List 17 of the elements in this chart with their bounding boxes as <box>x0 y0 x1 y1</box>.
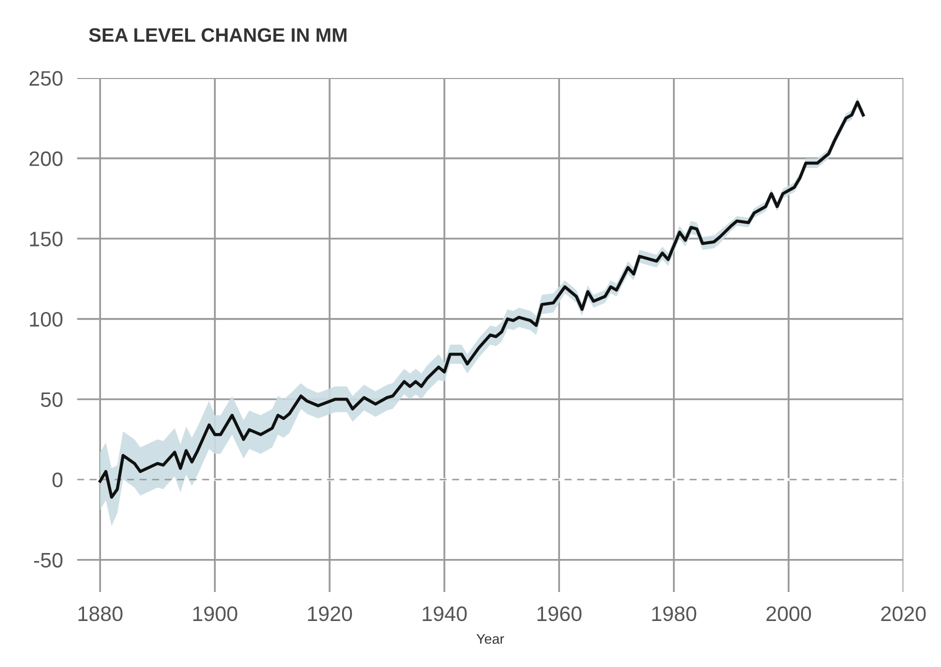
x-tick-label: 2000 <box>766 606 811 622</box>
x-tick-label: 1880 <box>78 606 122 622</box>
x-axis-title: Year <box>476 634 504 644</box>
x-tick-label: 1980 <box>652 606 696 622</box>
chart-title: SEA LEVEL CHANGE IN MM <box>89 28 346 42</box>
y-tick-label: 250 <box>30 71 62 86</box>
x-tick-label: 1920 <box>308 606 352 622</box>
y-tick-label: 150 <box>30 232 62 246</box>
y-tick-label: -50 <box>34 552 62 568</box>
x-tick-label: 1940 <box>422 606 467 622</box>
x-tick-label: 1900 <box>193 606 238 622</box>
y-tick-label: 0 <box>52 472 62 488</box>
x-tick-label: 2020 <box>881 606 926 622</box>
x-tick-label: 1960 <box>538 606 582 622</box>
y-tick-label: 50 <box>40 392 62 407</box>
y-tick-label: 200 <box>30 151 62 166</box>
y-tick-label: 100 <box>30 312 62 327</box>
